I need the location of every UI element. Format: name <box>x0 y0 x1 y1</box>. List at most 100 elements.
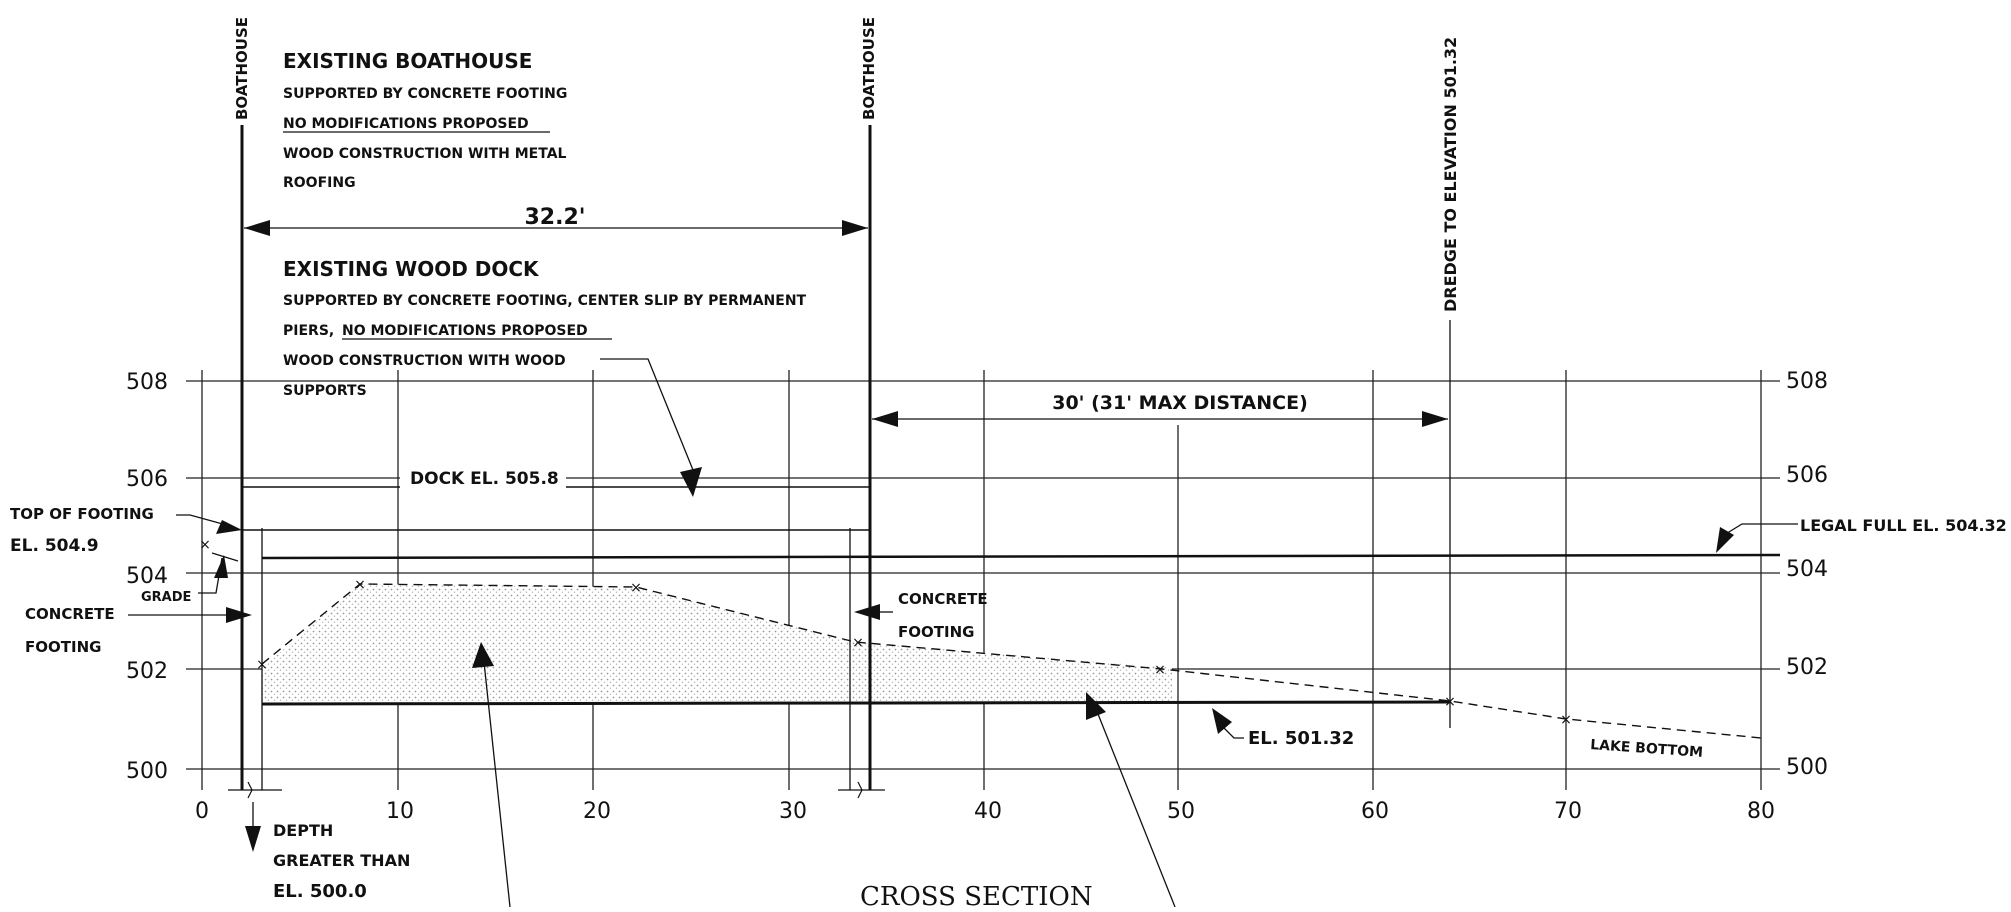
y-tick-label: 508 <box>126 370 168 395</box>
existing-boathouse-title: EXISTING BOATHOUSE <box>283 49 532 73</box>
left-annotations: TOP OF FOOTING EL. 504.9 GRADE CONCRETE … <box>10 505 252 656</box>
legal-full-annotation: LEGAL FULL EL. 504.32 <box>1716 516 2007 553</box>
cross-section-title: CROSS SECTION <box>860 882 1093 907</box>
leader-line <box>1723 523 1798 536</box>
survey-point: × <box>852 635 864 651</box>
y-tick-label: 500 <box>1786 755 1828 780</box>
horizontal-grid <box>186 380 1780 770</box>
label-mask <box>400 462 566 488</box>
legal-full-label: LEGAL FULL EL. 504.32 <box>1800 516 2007 535</box>
y-tick-label: 502 <box>126 659 168 684</box>
break-marks <box>228 781 885 799</box>
y-tick-label: 506 <box>1786 463 1828 488</box>
leader-line <box>176 514 231 527</box>
lake-bottom-label: LAKE BOTTOM <box>1590 737 1704 761</box>
existing-boathouse-line3: WOOD CONSTRUCTION WITH METAL <box>283 146 567 162</box>
el-504-9-label: EL. 504.9 <box>10 536 99 556</box>
el-501-32-label: EL. 501.32 <box>1248 728 1354 749</box>
arrow-head <box>842 220 868 236</box>
dock-elevation-label: DOCK EL. 505.8 <box>410 469 559 489</box>
dredge-elevation-line <box>261 700 1451 706</box>
y-tick-label: 502 <box>1786 655 1828 680</box>
el-501-annotation: EL. 501.32 <box>1212 708 1354 749</box>
arrow-head <box>472 642 494 668</box>
existing-dock-title: EXISTING WOOD DOCK <box>283 257 540 281</box>
leader-line <box>211 552 239 562</box>
fill-pointers <box>472 642 1176 908</box>
dredge-fill <box>262 584 1172 703</box>
arrow-head <box>216 520 242 534</box>
survey-point: × <box>354 577 366 593</box>
x-tick-label: 80 <box>1747 799 1775 824</box>
dredge-label: DREDGE TO ELEVATION 501.32 <box>1441 37 1460 312</box>
arrow-head <box>1716 527 1734 553</box>
legal-full-line <box>261 553 1781 560</box>
break-symbol <box>857 781 863 799</box>
x-tick-label: 40 <box>974 799 1002 824</box>
depth-label-3: EL. 500.0 <box>273 881 367 902</box>
arrow-head <box>214 555 228 578</box>
arrow-head <box>1422 411 1448 427</box>
existing-boathouse-line4: ROOFING <box>283 175 356 191</box>
dimension-30-label: 30' (31' MAX DISTANCE) <box>1052 392 1308 414</box>
arrow-head <box>245 826 261 852</box>
survey-point: × <box>1154 662 1166 678</box>
arrow-head <box>872 411 898 427</box>
y-tick-label: 508 <box>1786 369 1828 394</box>
survey-point: × <box>630 580 642 596</box>
concrete-footing-right-1: CONCRETE <box>898 590 988 608</box>
existing-boathouse-line2: NO MODIFICATIONS PROPOSED <box>283 116 529 132</box>
existing-dock-line2b: NO MODIFICATIONS PROPOSED <box>342 323 588 339</box>
top-of-footing-label: TOP OF FOOTING <box>10 505 154 523</box>
x-tick-label: 20 <box>583 799 611 824</box>
y-tick-label: 504 <box>1786 557 1828 582</box>
survey-point: × <box>199 537 211 553</box>
x-tick-label: 30 <box>779 799 807 824</box>
y-tick-label: 500 <box>126 759 168 784</box>
break-symbol <box>247 781 253 799</box>
existing-boathouse-notes: EXISTING BOATHOUSE SUPPORTED BY CONCRETE… <box>283 49 567 191</box>
concrete-footing-left-1: CONCRETE <box>25 605 115 623</box>
existing-dock-line4: SUPPORTS <box>283 383 367 399</box>
right-footing-annotation: CONCRETE FOOTING <box>854 590 988 641</box>
existing-dock-line2a: PIERS, <box>283 323 334 339</box>
survey-point: × <box>1560 712 1572 728</box>
depth-label-2: GREATER THAN <box>273 851 410 870</box>
x-tick-label: 70 <box>1554 799 1582 824</box>
leader-line <box>600 358 694 471</box>
arrow-head <box>680 467 702 497</box>
x-tick-label: 60 <box>1361 799 1389 824</box>
boathouse-right-label: BOATHOUSE <box>860 17 878 120</box>
grade-label: GRADE <box>141 590 191 605</box>
existing-boathouse-line1: SUPPORTED BY CONCRETE FOOTING <box>283 86 567 102</box>
arrow-head <box>854 604 880 620</box>
existing-dock-notes: EXISTING WOOD DOCK SUPPORTED BY CONCRETE… <box>283 257 807 497</box>
concrete-footing-right-2: FOOTING <box>898 623 974 641</box>
y-tick-label: 504 <box>126 564 168 589</box>
existing-dock-line1: SUPPORTED BY CONCRETE FOOTING, CENTER SL… <box>283 293 807 309</box>
x-tick-label: 50 <box>1167 799 1195 824</box>
y-tick-label: 506 <box>126 467 168 492</box>
dimension-32-label: 32.2' <box>524 205 585 230</box>
arrow-head <box>1212 708 1232 734</box>
dimension-32: 32.2' <box>244 205 868 236</box>
leader-line <box>1097 713 1176 908</box>
vertical-grid <box>201 370 1762 790</box>
x-tick-label: 0 <box>195 799 209 824</box>
x-axis: 0 10 20 30 40 50 60 70 80 <box>195 799 1775 824</box>
leader-line <box>483 661 511 908</box>
concrete-footing-left-2: FOOTING <box>25 638 101 656</box>
depth-note: DEPTH GREATER THAN EL. 500.0 <box>245 802 410 902</box>
x-tick-label: 10 <box>386 799 414 824</box>
arrow-head <box>1086 692 1106 720</box>
y-axis-right: 508 506 504 502 500 <box>1786 369 1828 780</box>
arrow-head <box>226 607 252 623</box>
boathouse-left-label: BOATHOUSE <box>233 17 251 120</box>
depth-label-1: DEPTH <box>273 821 333 840</box>
leader-line <box>1221 725 1244 739</box>
y-axis-left: 508 506 504 502 500 <box>126 370 168 784</box>
arrow-head <box>244 220 270 236</box>
lake-bottom-profile <box>261 583 1762 739</box>
dimension-30: 30' (31' MAX DISTANCE) <box>872 392 1448 427</box>
